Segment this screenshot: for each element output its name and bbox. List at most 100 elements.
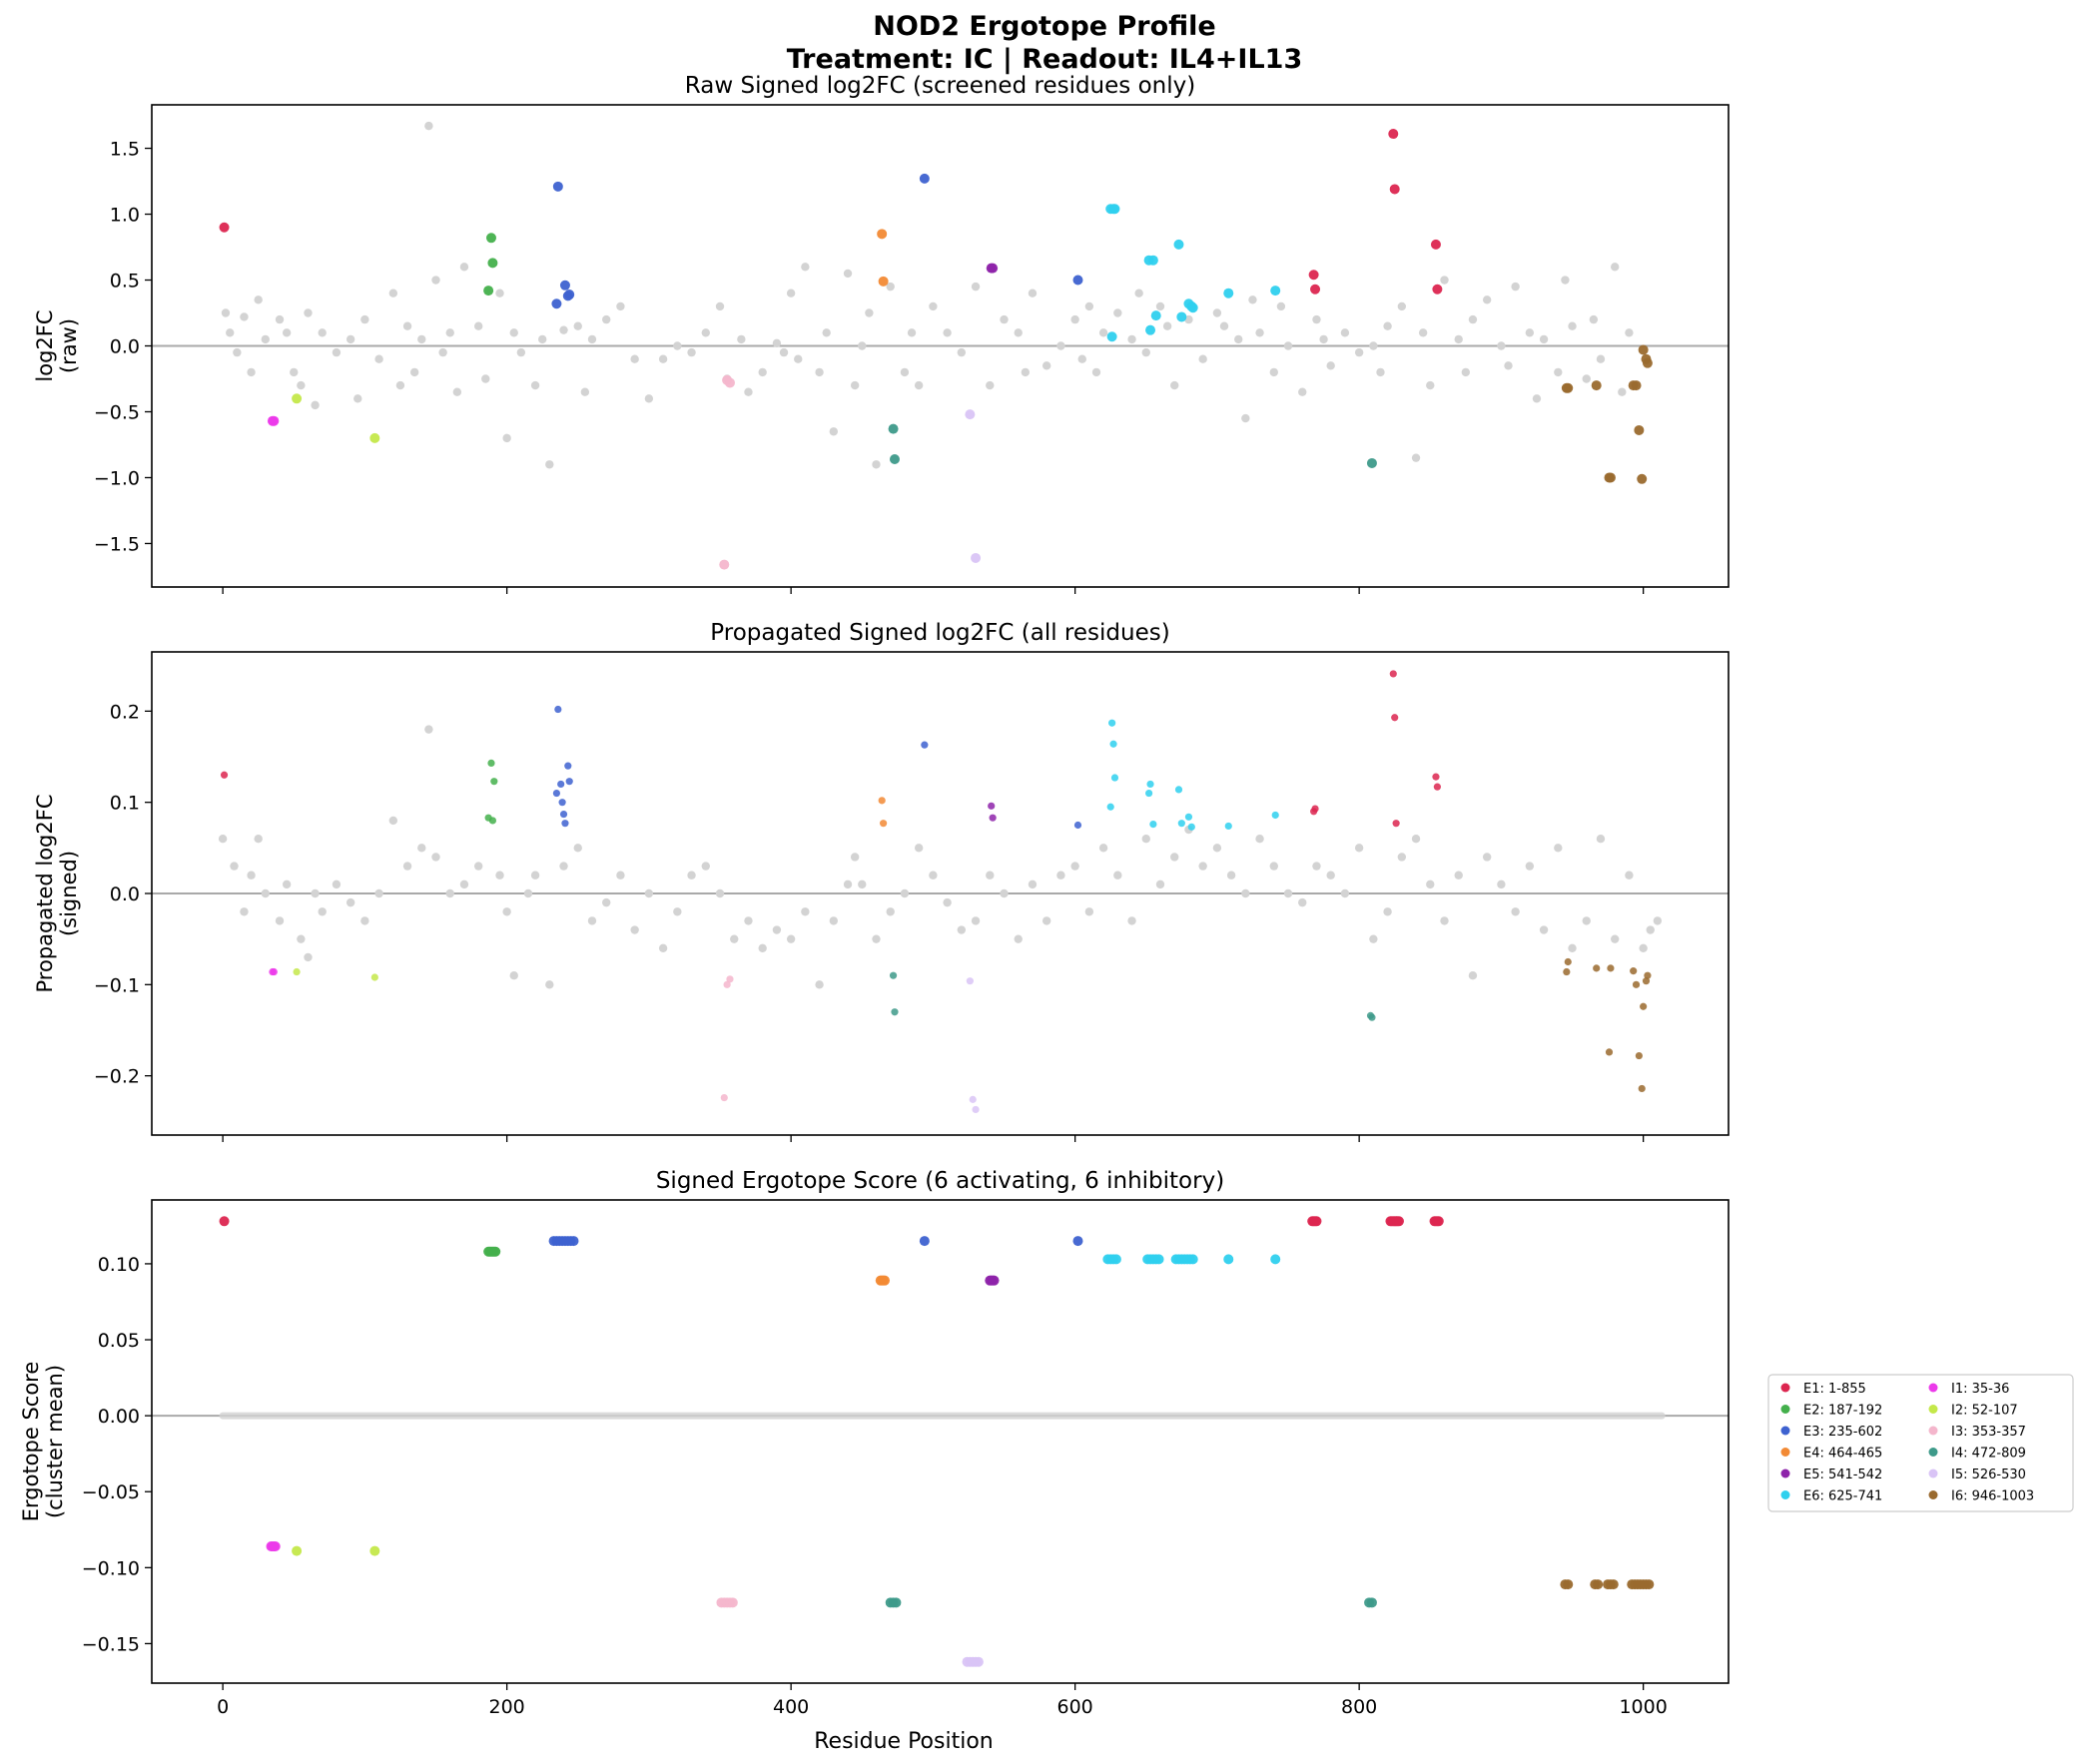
background-point	[1340, 888, 1350, 898]
legend-marker-i6	[1928, 1490, 1938, 1499]
cluster-point-i2	[293, 967, 301, 976]
background-point	[1454, 871, 1463, 880]
background-point	[1504, 361, 1513, 370]
background-point	[1554, 367, 1563, 377]
cluster-point-e1	[1311, 805, 1319, 813]
cluster-point-i6	[1637, 473, 1648, 484]
background-point	[218, 835, 228, 844]
background-point	[1014, 328, 1023, 337]
cluster-point-e1	[1389, 670, 1397, 678]
cluster-point-e6	[1153, 1254, 1164, 1265]
background-point	[1397, 853, 1407, 862]
background-point	[1625, 328, 1634, 337]
cluster-point-e2	[483, 286, 494, 296]
cluster-point-e6	[1177, 820, 1185, 828]
cluster-point-i6	[1591, 380, 1602, 391]
background-point	[1568, 321, 1577, 330]
cluster-point-e6	[1106, 331, 1117, 342]
cluster-point-e2	[490, 1246, 501, 1257]
background-point	[644, 888, 654, 898]
cluster-point-e6	[1174, 786, 1183, 794]
background-point	[254, 835, 263, 844]
background-point	[872, 460, 881, 469]
background-point	[1091, 367, 1101, 377]
background-point	[254, 295, 263, 304]
background-point	[758, 943, 767, 952]
cluster-point-e6	[1223, 288, 1234, 298]
background-point	[1234, 334, 1243, 344]
panel-title: Propagated Signed log2FC (all residues)	[710, 620, 1169, 646]
background-point	[886, 282, 895, 292]
background-point	[1042, 916, 1051, 925]
background-point	[1276, 301, 1286, 311]
background-point	[1340, 328, 1350, 337]
background-point	[573, 321, 582, 330]
cluster-point-i3	[727, 1597, 738, 1608]
background-point	[1468, 970, 1478, 980]
cluster-point-i6	[1607, 964, 1615, 972]
cluster-point-e4	[879, 820, 888, 828]
background-point	[1497, 341, 1506, 350]
background-point	[1113, 308, 1122, 317]
background-point	[1561, 276, 1570, 285]
background-point	[459, 880, 469, 889]
legend-marker-i4	[1928, 1448, 1938, 1457]
background-point	[297, 380, 306, 390]
cluster-point-e6	[1110, 1254, 1121, 1265]
legend-marker-i3	[1928, 1426, 1938, 1436]
background-point	[957, 925, 967, 934]
background-point	[929, 871, 938, 880]
cluster-point-i6	[1638, 1084, 1646, 1093]
background-point	[1625, 871, 1634, 880]
legend-label-i1: I1: 35-36	[1951, 1382, 2009, 1397]
background-point	[886, 907, 895, 916]
background-point	[332, 347, 342, 357]
background-point	[318, 907, 327, 916]
cluster-point-e1	[1432, 284, 1443, 294]
cluster-point-e6	[1149, 820, 1157, 829]
x-tick-label: 1000	[1619, 1696, 1667, 1718]
cluster-point-i3	[724, 377, 735, 388]
y-tick-label: −0.1	[94, 974, 140, 996]
cluster-point-e4	[878, 276, 889, 287]
background-point	[1070, 862, 1079, 871]
background-point	[1098, 328, 1108, 337]
cluster-point-i5	[971, 552, 982, 563]
cluster-point-i6	[1593, 1579, 1604, 1590]
background-point	[395, 380, 405, 390]
cluster-point-i3	[723, 980, 731, 988]
background-point	[602, 897, 611, 907]
background-point	[858, 341, 867, 350]
cluster-point-e3	[564, 762, 572, 770]
y-tick-label: 0.00	[98, 1406, 140, 1428]
background-point	[1255, 835, 1264, 844]
background-point	[1000, 888, 1009, 898]
background-point	[261, 888, 271, 898]
background-point	[459, 263, 469, 272]
x-tick-label: 200	[488, 1696, 524, 1718]
background-point	[233, 347, 242, 357]
y-tick-label: 1.5	[110, 139, 140, 161]
cluster-point-e1	[1311, 1216, 1322, 1227]
background-point	[865, 308, 874, 317]
background-point	[1411, 835, 1421, 844]
background-point	[1539, 925, 1549, 934]
background-point	[801, 263, 810, 272]
cluster-point-e6	[1187, 823, 1195, 831]
legend-marker-i5	[1928, 1469, 1938, 1478]
background-point	[1312, 314, 1321, 324]
cluster-point-i3	[720, 1093, 728, 1102]
background-point	[1084, 907, 1094, 916]
background-point	[1610, 263, 1620, 272]
cluster-point-e3	[559, 810, 568, 819]
y-tick-label: 0.10	[98, 1254, 140, 1276]
background-point	[786, 934, 796, 943]
background-point	[226, 328, 235, 337]
cluster-point-i6	[1593, 964, 1601, 972]
background-point	[1248, 295, 1257, 304]
cluster-point-e1	[219, 1216, 230, 1227]
background-point	[1539, 334, 1549, 344]
background-point	[353, 394, 362, 403]
background-point	[311, 400, 320, 410]
cluster-point-e3	[558, 799, 566, 807]
